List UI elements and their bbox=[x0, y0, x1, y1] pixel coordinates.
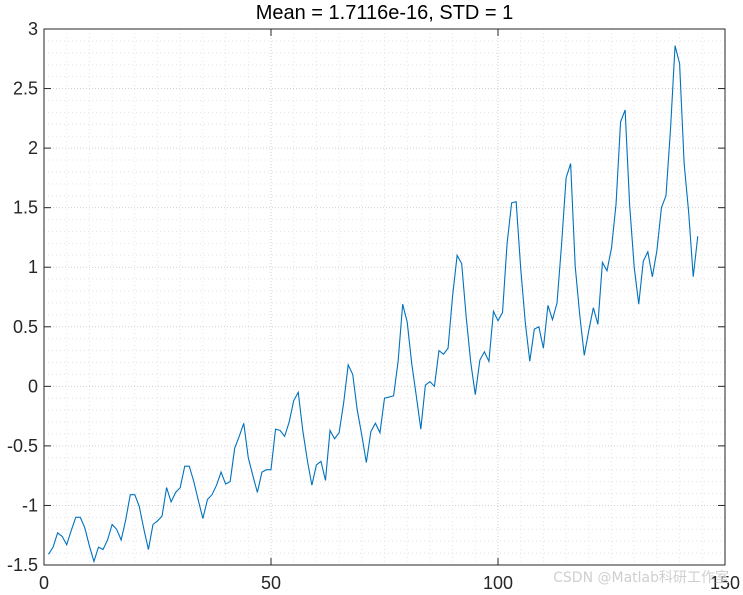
y-tick-label: 2.5 bbox=[13, 79, 38, 99]
series-line bbox=[48, 45, 699, 564]
x-tick-label: 100 bbox=[483, 573, 513, 593]
y-tick-label: -0.5 bbox=[7, 436, 38, 456]
y-tick-label: 0.5 bbox=[13, 317, 38, 337]
x-tick-label: 0 bbox=[39, 573, 49, 593]
y-tick-label: -1.5 bbox=[7, 555, 38, 575]
chart-title: Mean = 1.7116e-16, STD = 1 bbox=[256, 2, 514, 24]
tick-marks bbox=[43, 28, 726, 566]
y-tick-label: 3 bbox=[28, 19, 38, 39]
watermark: CSDN @Matlab科研工作室 bbox=[553, 570, 729, 586]
x-tick-labels: 0 50 100 150 bbox=[39, 573, 740, 593]
y-tick-label: 1.5 bbox=[13, 198, 38, 218]
x-tick-label: 150 bbox=[710, 573, 740, 593]
grid-lines bbox=[43, 28, 726, 566]
y-tick-label: 2 bbox=[28, 138, 38, 158]
y-tick-label: 1 bbox=[28, 257, 38, 277]
axes-box bbox=[43, 28, 726, 566]
x-tick-label: 50 bbox=[261, 573, 281, 593]
y-tick-label: -1 bbox=[22, 495, 38, 515]
y-tick-labels: -1.5 -1 -0.5 0 0.5 1 1.5 2 2.5 3 bbox=[7, 19, 38, 575]
y-tick-label: 0 bbox=[28, 376, 38, 396]
